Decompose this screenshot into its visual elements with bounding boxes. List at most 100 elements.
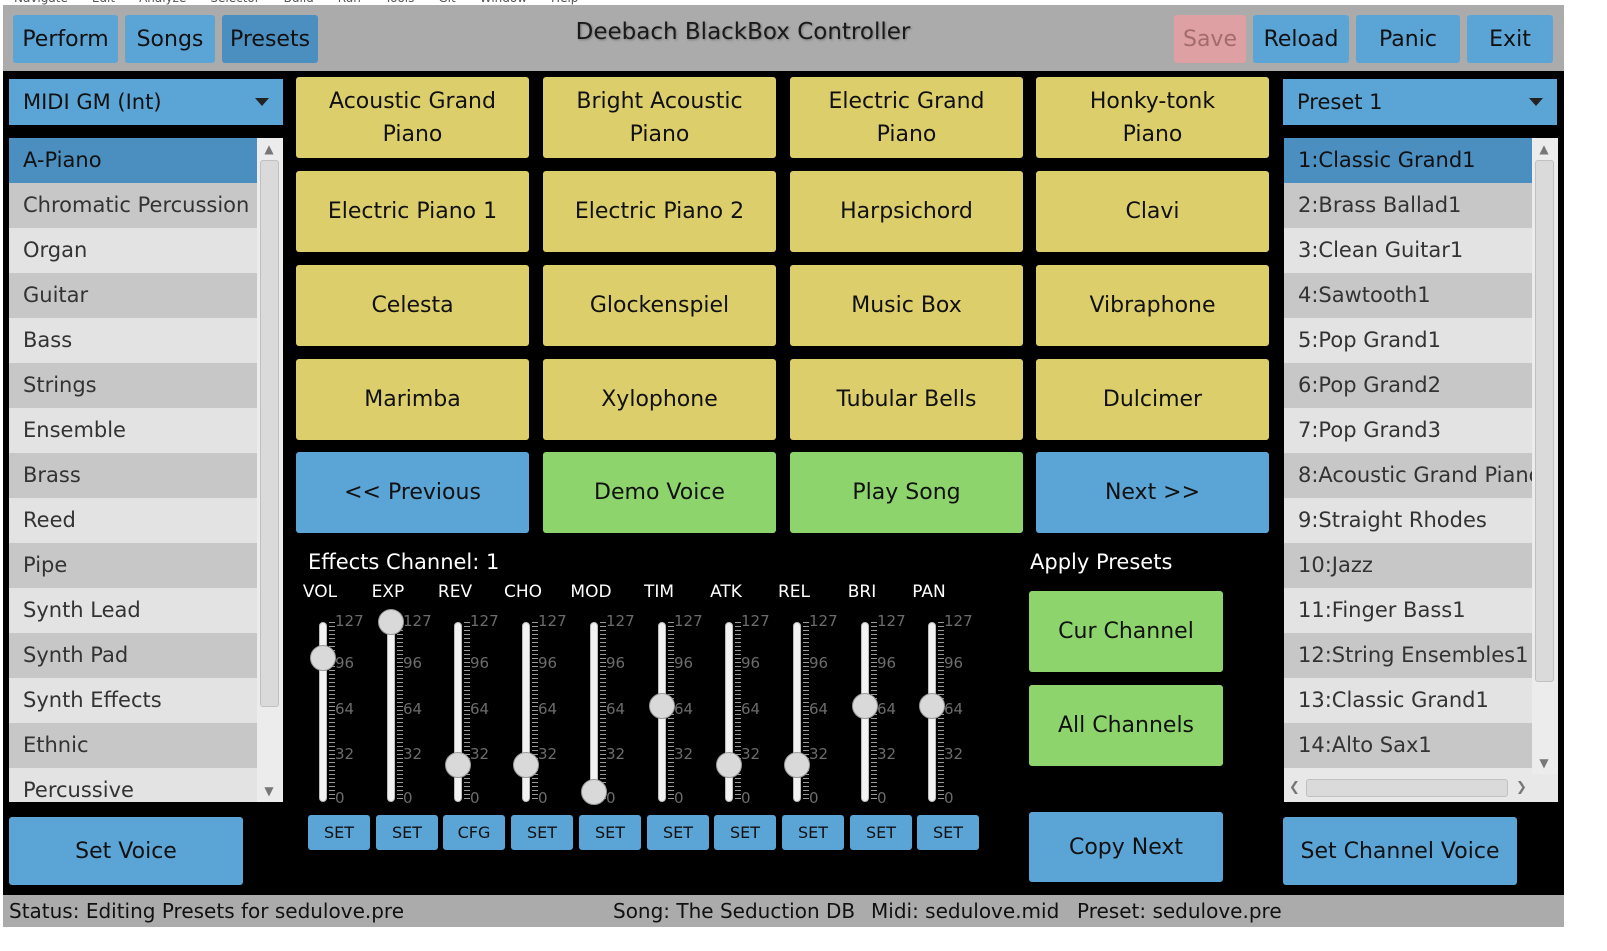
voice-button[interactable]: Harpsichord xyxy=(790,171,1023,252)
preset-item[interactable]: 3:Clean Guitar1 xyxy=(1284,228,1532,273)
menu-item[interactable]: Help xyxy=(551,0,578,5)
slider-knob[interactable] xyxy=(852,693,878,719)
songs-tab-button[interactable]: Songs xyxy=(125,15,215,63)
menu-item[interactable]: Window xyxy=(480,0,527,5)
save-button[interactable]: Save xyxy=(1174,15,1246,63)
scroll-down-icon[interactable]: ▼ xyxy=(264,784,274,798)
scrollbar-thumb[interactable] xyxy=(260,160,279,707)
menu-item[interactable]: Analyze xyxy=(139,0,186,5)
preset-item[interactable]: 12:String Ensembles1 xyxy=(1284,633,1532,678)
preset-item[interactable]: 5:Pop Grand1 xyxy=(1284,318,1532,363)
menu-item[interactable]: Run xyxy=(338,0,361,5)
category-item[interactable]: Strings xyxy=(9,363,257,408)
effect-slider[interactable]: 127 96 64 32 0 xyxy=(377,609,432,807)
perform-tab-button[interactable]: Perform xyxy=(13,15,118,63)
category-list-scrollbar[interactable]: ▲ ▼ xyxy=(257,138,283,802)
category-item[interactable]: Pipe xyxy=(9,543,257,588)
previous-button[interactable]: << Previous xyxy=(296,452,529,533)
set-voice-button[interactable]: Set Voice xyxy=(9,817,243,885)
category-item[interactable]: A-Piano xyxy=(9,138,257,183)
effect-slider[interactable]: 127 96 64 32 0 xyxy=(580,612,635,807)
preset-item[interactable]: 9:Straight Rhodes xyxy=(1284,498,1532,543)
category-item[interactable]: Percussive xyxy=(9,768,257,802)
panic-button[interactable]: Panic xyxy=(1356,15,1460,63)
menu-item[interactable]: Edit xyxy=(92,0,115,5)
category-item[interactable]: Brass xyxy=(9,453,257,498)
effect-slider[interactable]: 127 96 64 32 0 xyxy=(309,612,364,807)
slider-knob[interactable] xyxy=(581,779,607,805)
voice-button[interactable]: Acoustic Grand Piano xyxy=(296,77,529,158)
preset-item[interactable]: 8:Acoustic Grand Piano xyxy=(1284,453,1532,498)
effect-slider[interactable]: 127 96 64 32 0 xyxy=(715,612,770,807)
preset-item[interactable]: 14:Alto Sax1 xyxy=(1284,723,1532,768)
cur-channel-button[interactable]: Cur Channel xyxy=(1029,591,1223,672)
effect-slider[interactable]: 127 96 64 32 0 xyxy=(444,612,499,807)
category-item[interactable]: Bass xyxy=(9,318,257,363)
presets-tab-button[interactable]: Presets xyxy=(222,15,318,63)
category-item[interactable]: Synth Pad xyxy=(9,633,257,678)
copy-next-button[interactable]: Copy Next xyxy=(1029,812,1223,882)
effect-set-button[interactable]: SET xyxy=(714,815,776,850)
category-item[interactable]: Synth Effects xyxy=(9,678,257,723)
scrollbar-thumb[interactable] xyxy=(1306,779,1508,797)
voice-button[interactable]: Clavi xyxy=(1036,171,1269,252)
menu-item[interactable]: Build xyxy=(284,0,314,5)
voice-button[interactable]: Music Box xyxy=(790,265,1023,346)
preset-item[interactable]: 1:Classic Grand1 xyxy=(1284,138,1532,183)
preset-item[interactable]: 4:Sawtooth1 xyxy=(1284,273,1532,318)
all-channels-button[interactable]: All Channels xyxy=(1029,685,1223,766)
preset-dropdown[interactable]: Preset 1 xyxy=(1283,79,1557,125)
preset-list[interactable]: 1:Classic Grand1 2:Brass Ballad1 3:Clean G… xyxy=(1284,138,1532,774)
menu-item[interactable]: Selector xyxy=(210,0,259,5)
category-item[interactable]: Ethnic xyxy=(9,723,257,768)
voice-button[interactable]: Glockenspiel xyxy=(543,265,776,346)
slider-knob[interactable] xyxy=(378,609,404,635)
scroll-up-icon[interactable]: ▲ xyxy=(1539,142,1549,156)
preset-list-scrollbar[interactable]: ▲ ▼ xyxy=(1532,138,1558,774)
effect-set-button[interactable]: SET xyxy=(850,815,912,850)
slider-track[interactable] xyxy=(387,622,395,802)
slider-track[interactable] xyxy=(522,622,530,802)
exit-button[interactable]: Exit xyxy=(1467,15,1553,63)
play-song-button[interactable]: Play Song xyxy=(790,452,1023,533)
slider-knob[interactable] xyxy=(513,752,539,778)
slider-knob[interactable] xyxy=(310,645,336,671)
slider-track[interactable] xyxy=(590,622,598,802)
slider-track[interactable] xyxy=(454,622,462,802)
effect-slider[interactable]: 127 96 64 32 0 xyxy=(783,612,838,807)
slider-knob[interactable] xyxy=(784,752,810,778)
scroll-down-icon[interactable]: ▼ xyxy=(1539,756,1549,770)
set-channel-voice-button[interactable]: Set Channel Voice xyxy=(1283,817,1517,885)
slider-track[interactable] xyxy=(793,622,801,802)
slider-track[interactable] xyxy=(319,622,327,802)
preset-item[interactable]: 10:Jazz xyxy=(1284,543,1532,588)
next-button[interactable]: Next >> xyxy=(1036,452,1269,533)
scroll-left-icon[interactable]: ❮ xyxy=(1289,780,1300,795)
category-item[interactable]: Ensemble xyxy=(9,408,257,453)
category-list[interactable]: A-Piano Chromatic Percussion Organ Guitar Ba… xyxy=(9,138,257,802)
scroll-right-icon[interactable]: ❯ xyxy=(1516,780,1527,795)
voice-button[interactable]: Vibraphone xyxy=(1036,265,1269,346)
voice-button[interactable]: Xylophone xyxy=(543,359,776,440)
effect-slider[interactable]: 127 96 64 32 0 xyxy=(851,612,906,807)
slider-knob[interactable] xyxy=(716,752,742,778)
menu-item[interactable]: Tools xyxy=(385,0,415,5)
preset-item[interactable]: 6:Pop Grand2 xyxy=(1284,363,1532,408)
preset-item[interactable]: 7:Pop Grand3 xyxy=(1284,408,1532,453)
effect-set-button[interactable]: SET xyxy=(782,815,844,850)
effect-slider[interactable]: 127 96 64 32 0 xyxy=(648,612,703,807)
slider-knob[interactable] xyxy=(649,693,675,719)
effect-set-button[interactable]: SET xyxy=(511,815,573,850)
effect-set-button[interactable]: SET xyxy=(308,815,370,850)
voice-button[interactable]: Marimba xyxy=(296,359,529,440)
effect-set-button[interactable]: SET xyxy=(376,815,438,850)
category-item[interactable]: Chromatic Percussion xyxy=(9,183,257,228)
category-item[interactable]: Organ xyxy=(9,228,257,273)
effect-set-button[interactable]: SET xyxy=(647,815,709,850)
slider-knob[interactable] xyxy=(445,752,471,778)
category-item[interactable]: Reed xyxy=(9,498,257,543)
demo-voice-button[interactable]: Demo Voice xyxy=(543,452,776,533)
effect-set-button[interactable]: SET xyxy=(579,815,641,850)
preset-item[interactable]: 13:Classic Grand1 xyxy=(1284,678,1532,723)
reload-button[interactable]: Reload xyxy=(1253,15,1349,63)
